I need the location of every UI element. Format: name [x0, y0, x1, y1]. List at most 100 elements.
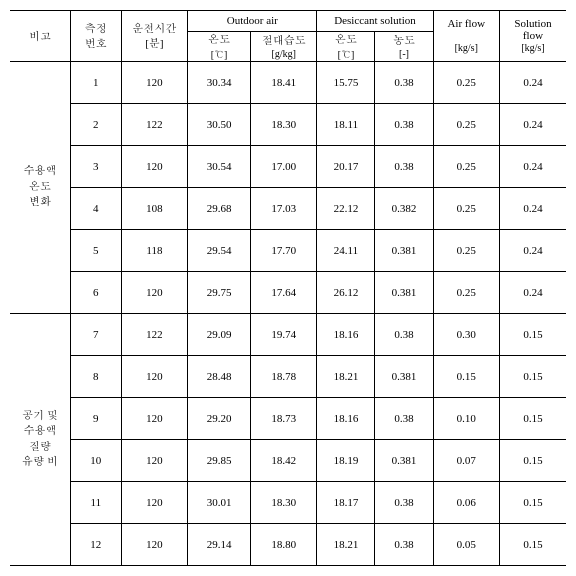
table-row: 1012029.8518.4218.190.3810.070.15	[10, 440, 566, 482]
cell-air-flow: 0.07	[433, 440, 499, 482]
cell-oa-hum: 18.41	[250, 62, 316, 104]
col-run-time: 운전시간[분]	[121, 11, 187, 62]
cell-ds-temp: 18.17	[317, 482, 375, 524]
cell-air-flow: 0.25	[433, 104, 499, 146]
cell-ds-conc: 0.38	[375, 314, 433, 356]
cell-air-flow: 0.25	[433, 272, 499, 314]
cell-solution-flow: 0.24	[499, 104, 566, 146]
hdr-air-flow-unit: [kg/s]	[455, 43, 478, 54]
group-label-line: 수용액	[23, 425, 56, 437]
cell-oa-hum: 17.03	[250, 188, 316, 230]
hdr-oa-hum-l1: 절대습도	[262, 35, 306, 47]
cell-solution-flow: 0.24	[499, 272, 566, 314]
cell-solution-flow: 0.15	[499, 356, 566, 398]
col-air-flow: Air flow [kg/s]	[433, 11, 499, 62]
cell-ds-conc: 0.38	[375, 104, 433, 146]
cell-oa-hum: 17.00	[250, 146, 316, 188]
group-label-line: 유량 비	[22, 456, 58, 468]
cell-run-time: 120	[121, 524, 187, 566]
hdr-ds-conc-u: [-]	[399, 49, 409, 60]
cell-solution-flow: 0.24	[499, 188, 566, 230]
cell-oa-temp: 30.34	[188, 62, 251, 104]
cell-oa-temp: 30.50	[188, 104, 251, 146]
cell-meas-no: 12	[70, 524, 121, 566]
cell-oa-hum: 17.70	[250, 230, 316, 272]
cell-run-time: 120	[121, 62, 187, 104]
cell-meas-no: 5	[70, 230, 121, 272]
hdr-meas-no-l1: 측정	[85, 23, 107, 35]
cell-meas-no: 7	[70, 314, 121, 356]
data-table: 비고 측정번호 운전시간[분] Outdoor air Desiccant so…	[10, 10, 566, 566]
cell-ds-conc: 0.38	[375, 398, 433, 440]
col-remarks: 비고	[10, 11, 70, 62]
cell-run-time: 108	[121, 188, 187, 230]
cell-oa-hum: 18.30	[250, 482, 316, 524]
cell-solution-flow: 0.24	[499, 230, 566, 272]
cell-meas-no: 6	[70, 272, 121, 314]
cell-air-flow: 0.30	[433, 314, 499, 356]
cell-solution-flow: 0.15	[499, 314, 566, 356]
cell-oa-hum: 18.42	[250, 440, 316, 482]
cell-air-flow: 0.06	[433, 482, 499, 524]
cell-oa-temp: 30.01	[188, 482, 251, 524]
hdr-air-flow: Air flow	[447, 18, 485, 30]
cell-meas-no: 11	[70, 482, 121, 524]
group-label-line: 질량	[29, 441, 51, 453]
cell-meas-no: 4	[70, 188, 121, 230]
cell-oa-hum: 17.64	[250, 272, 316, 314]
cell-ds-temp: 26.12	[317, 272, 375, 314]
cell-run-time: 122	[121, 314, 187, 356]
cell-run-time: 120	[121, 356, 187, 398]
group-label: 공기 및수용액질량유량 비	[10, 314, 70, 566]
cell-ds-temp: 22.12	[317, 188, 375, 230]
cell-oa-hum: 18.80	[250, 524, 316, 566]
cell-oa-hum: 18.73	[250, 398, 316, 440]
table-row: 912029.2018.7318.160.380.100.15	[10, 398, 566, 440]
cell-solution-flow: 0.15	[499, 398, 566, 440]
cell-oa-temp: 29.14	[188, 524, 251, 566]
table-row: 511829.5417.7024.110.3810.250.24	[10, 230, 566, 272]
cell-air-flow: 0.25	[433, 230, 499, 272]
hdr-meas-no-l2: 번호	[85, 38, 107, 50]
cell-run-time: 118	[121, 230, 187, 272]
cell-ds-conc: 0.38	[375, 482, 433, 524]
cell-air-flow: 0.25	[433, 188, 499, 230]
col-group-desiccant: Desiccant solution	[317, 11, 433, 32]
col-group-outdoor-air: Outdoor air	[188, 11, 317, 32]
cell-air-flow: 0.25	[433, 146, 499, 188]
cell-run-time: 122	[121, 104, 187, 146]
cell-ds-conc: 0.38	[375, 62, 433, 104]
cell-solution-flow: 0.24	[499, 62, 566, 104]
group-label: 수용액온도변화	[10, 62, 70, 314]
group-label-line: 변화	[29, 196, 51, 208]
cell-ds-conc: 0.381	[375, 272, 433, 314]
group-label-line: 수용액	[23, 165, 56, 177]
cell-ds-conc: 0.38	[375, 146, 433, 188]
cell-air-flow: 0.15	[433, 356, 499, 398]
hdr-oa-temp-l1: 온도	[208, 34, 230, 46]
hdr-run-time-l1: 운전시간	[132, 23, 176, 35]
hdr-solution-flow-l1: Solution	[514, 18, 551, 30]
cell-air-flow: 0.10	[433, 398, 499, 440]
col-ds-conc: 농도[-]	[375, 32, 433, 62]
cell-oa-temp: 29.85	[188, 440, 251, 482]
cell-ds-temp: 18.19	[317, 440, 375, 482]
hdr-oa-hum-u: [g/kg]	[272, 49, 296, 60]
cell-meas-no: 9	[70, 398, 121, 440]
cell-ds-temp: 15.75	[317, 62, 375, 104]
cell-solution-flow: 0.24	[499, 146, 566, 188]
cell-meas-no: 8	[70, 356, 121, 398]
hdr-solution-flow-l2: flow	[523, 30, 543, 42]
table-row: 공기 및수용액질량유량 비712229.0919.7418.160.380.30…	[10, 314, 566, 356]
cell-oa-temp: 29.09	[188, 314, 251, 356]
cell-run-time: 120	[121, 482, 187, 524]
table-row: 1112030.0118.3018.170.380.060.15	[10, 482, 566, 524]
cell-ds-temp: 18.11	[317, 104, 375, 146]
cell-run-time: 120	[121, 272, 187, 314]
hdr-desiccant: Desiccant solution	[334, 15, 416, 27]
cell-meas-no: 1	[70, 62, 121, 104]
table-header: 비고 측정번호 운전시간[분] Outdoor air Desiccant so…	[10, 11, 566, 62]
table-body: 수용액온도변화112030.3418.4115.750.380.250.2421…	[10, 62, 566, 566]
cell-air-flow: 0.25	[433, 62, 499, 104]
cell-ds-conc: 0.38	[375, 524, 433, 566]
